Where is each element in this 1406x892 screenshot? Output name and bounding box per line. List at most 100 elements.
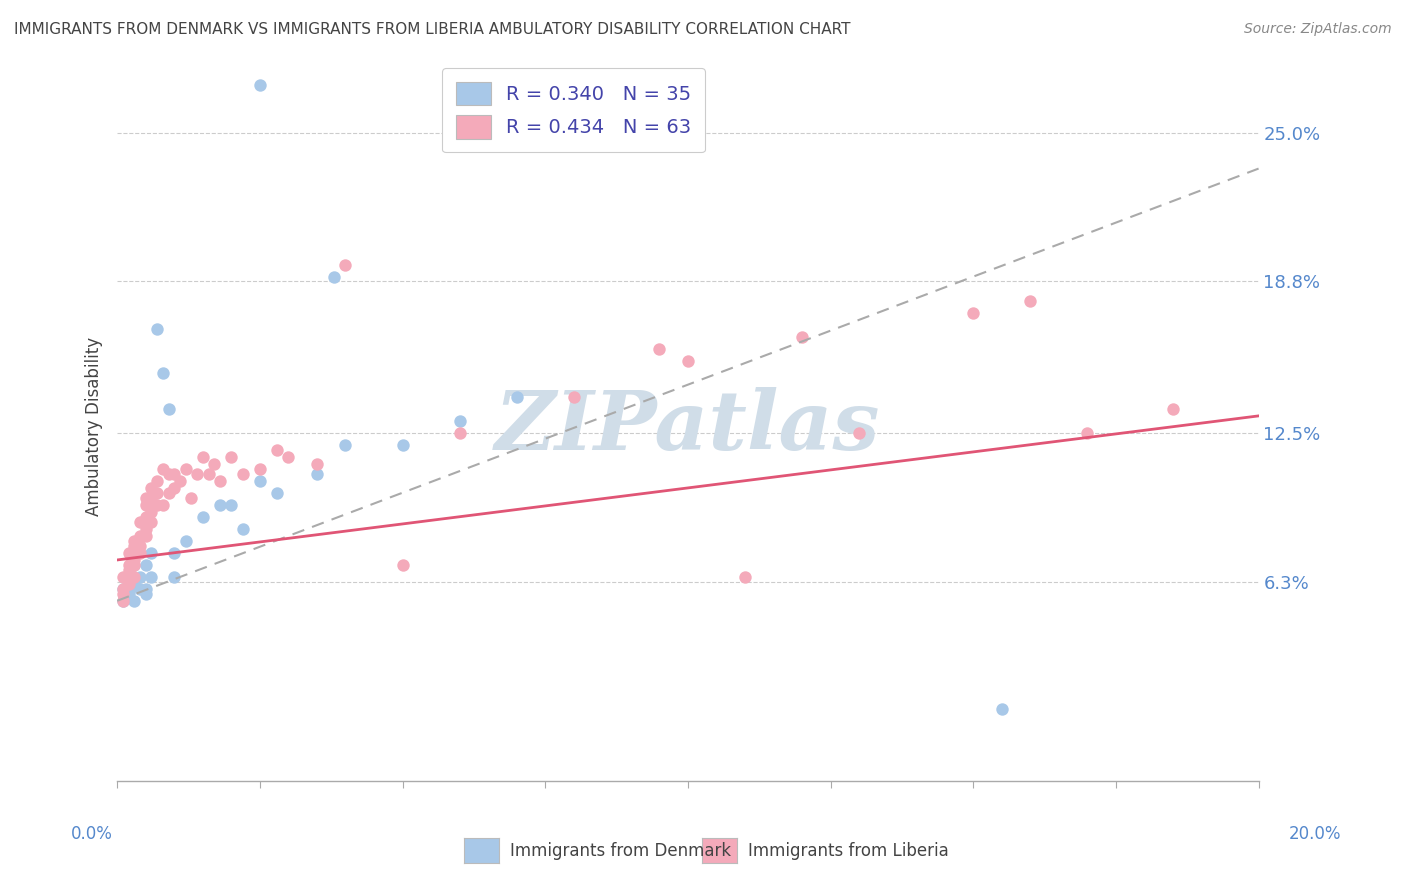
Point [232, 467, 254, 481]
Point [141, 546, 163, 560]
Point [117, 570, 139, 584]
Point [790, 329, 813, 343]
Point [305, 467, 328, 481]
Point [124, 539, 146, 553]
Point [197, 467, 219, 481]
Point [124, 570, 146, 584]
Text: 0.0%: 0.0% [70, 825, 112, 843]
Point [163, 467, 186, 481]
Point [562, 390, 585, 404]
Point [141, 481, 163, 495]
Point [152, 498, 174, 512]
Point [135, 529, 157, 543]
Point [391, 558, 413, 572]
Point [141, 570, 163, 584]
Point [135, 586, 157, 600]
Point [117, 586, 139, 600]
Point [249, 78, 271, 92]
Point [335, 438, 357, 452]
Point [117, 558, 139, 572]
Point [135, 582, 157, 596]
Point [174, 533, 197, 548]
Text: Source: ZipAtlas.com: Source: ZipAtlas.com [1244, 22, 1392, 37]
Point [505, 390, 527, 404]
Point [129, 582, 152, 596]
Point [111, 594, 134, 608]
Point [111, 582, 134, 596]
Point [124, 553, 146, 567]
Point [157, 467, 180, 481]
Point [449, 425, 471, 440]
Point [163, 570, 186, 584]
Point [449, 414, 471, 428]
Point [335, 258, 357, 272]
Point [249, 461, 271, 475]
Point [129, 539, 152, 553]
Point [990, 702, 1012, 716]
Point [174, 461, 197, 475]
Point [129, 570, 152, 584]
Point [221, 498, 243, 512]
Point [232, 522, 254, 536]
Point [124, 533, 146, 548]
Text: Immigrants from Denmark: Immigrants from Denmark [510, 842, 731, 860]
Point [191, 509, 214, 524]
Point [135, 522, 157, 536]
Point [141, 491, 163, 505]
Point [163, 481, 186, 495]
Point [208, 498, 231, 512]
Point [129, 529, 152, 543]
Point [391, 438, 413, 452]
Point [124, 577, 146, 591]
Point [305, 457, 328, 471]
Text: IMMIGRANTS FROM DENMARK VS IMMIGRANTS FROM LIBERIA AMBULATORY DISABILITY CORRELA: IMMIGRANTS FROM DENMARK VS IMMIGRANTS FR… [14, 22, 851, 37]
Point [152, 366, 174, 380]
Point [221, 450, 243, 464]
Y-axis label: Ambulatory Disability: Ambulatory Disability [86, 337, 103, 516]
Point [111, 594, 134, 608]
Point [111, 582, 134, 596]
Point [202, 457, 225, 471]
Point [117, 570, 139, 584]
Point [648, 342, 671, 356]
Text: 20.0%: 20.0% [1288, 825, 1341, 843]
Point [124, 558, 146, 572]
Point [146, 322, 169, 336]
Point [117, 582, 139, 596]
Point [323, 269, 346, 284]
Point [146, 485, 169, 500]
Point [129, 515, 152, 529]
Point [180, 491, 202, 505]
Point [141, 505, 163, 519]
Point [191, 450, 214, 464]
Point [129, 546, 152, 560]
Point [277, 450, 299, 464]
Point [146, 474, 169, 488]
Point [117, 546, 139, 560]
Point [111, 570, 134, 584]
Point [157, 401, 180, 416]
Point [962, 305, 984, 319]
Point [186, 467, 208, 481]
Point [848, 425, 870, 440]
Point [124, 558, 146, 572]
Point [135, 491, 157, 505]
Point [208, 474, 231, 488]
Legend: R = 0.340   N = 35, R = 0.434   N = 63: R = 0.340 N = 35, R = 0.434 N = 63 [443, 68, 706, 153]
Point [111, 586, 134, 600]
Point [1161, 401, 1184, 416]
Point [1076, 425, 1098, 440]
Point [157, 485, 180, 500]
Text: ZIPatlas: ZIPatlas [495, 387, 880, 467]
Point [141, 515, 163, 529]
Point [152, 461, 174, 475]
Point [266, 485, 288, 500]
Point [135, 498, 157, 512]
Point [117, 577, 139, 591]
Point [266, 442, 288, 457]
Point [163, 546, 186, 560]
Text: Immigrants from Liberia: Immigrants from Liberia [748, 842, 949, 860]
Point [169, 474, 191, 488]
Point [135, 509, 157, 524]
Point [734, 570, 756, 584]
